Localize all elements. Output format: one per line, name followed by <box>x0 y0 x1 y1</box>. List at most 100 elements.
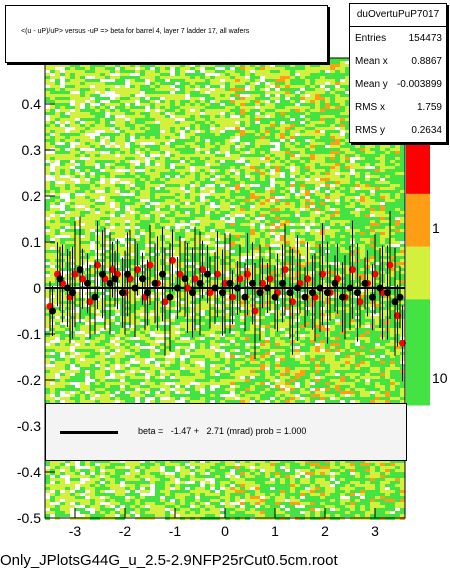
heatmap-cell <box>60 205 65 208</box>
heatmap-cell <box>275 76 280 79</box>
heatmap-cell <box>90 205 95 208</box>
heatmap-cell <box>120 217 125 220</box>
heatmap-cell <box>160 148 165 151</box>
heatmap-cell <box>290 97 295 100</box>
heatmap-cell <box>100 169 105 172</box>
heatmap-cell <box>305 118 310 121</box>
heatmap-cell <box>175 220 180 223</box>
heatmap-cell <box>305 217 310 220</box>
heatmap-cell <box>400 205 405 208</box>
heatmap-cell <box>245 79 250 82</box>
heatmap-cell <box>180 217 185 220</box>
heatmap-cell <box>195 121 200 124</box>
heatmap-cell <box>380 223 385 226</box>
heatmap-cell <box>125 190 130 193</box>
heatmap-cell <box>275 91 280 94</box>
heatmap-cell <box>65 247 70 250</box>
heatmap-cell <box>265 187 270 190</box>
heatmap-cell <box>275 79 280 82</box>
heatmap-cell <box>255 247 260 250</box>
heatmap-cell <box>275 166 280 169</box>
heatmap-cell <box>310 94 315 97</box>
heatmap-cell <box>305 124 310 127</box>
heatmap-cell <box>395 184 400 187</box>
heatmap-cell <box>220 97 225 100</box>
heatmap-cell <box>260 169 265 172</box>
heatmap-cell <box>60 220 65 223</box>
heatmap-cell <box>340 151 345 154</box>
heatmap-cell <box>240 124 245 127</box>
heatmap-cell <box>125 166 130 169</box>
heatmap-cell <box>360 202 365 205</box>
heatmap-cell <box>195 184 200 187</box>
heatmap-cell <box>400 253 405 256</box>
heatmap-cell <box>60 202 65 205</box>
heatmap-cell <box>270 202 275 205</box>
heatmap-cell <box>360 154 365 157</box>
heatmap-cell <box>340 130 345 133</box>
heatmap-cell <box>235 229 240 232</box>
heatmap-cell <box>245 82 250 85</box>
heatmap-cell <box>190 115 195 118</box>
heatmap-cell <box>225 238 230 241</box>
heatmap-cell <box>280 178 285 181</box>
heatmap-cell <box>290 211 295 214</box>
heatmap-cell <box>245 193 250 196</box>
heatmap-cell <box>125 103 130 106</box>
heatmap-cell <box>45 199 50 202</box>
heatmap-cell <box>360 199 365 202</box>
heatmap-cell <box>400 220 405 223</box>
heatmap-cell <box>60 166 65 169</box>
heatmap-cell <box>230 139 235 142</box>
heatmap-cell <box>75 199 80 202</box>
heatmap-cell <box>215 160 220 163</box>
heatmap-cell <box>310 232 315 235</box>
heatmap-cell <box>165 217 170 220</box>
heatmap-cell <box>200 148 205 151</box>
heatmap-cell <box>375 247 380 250</box>
heatmap-cell <box>315 178 320 181</box>
heatmap-cell <box>235 250 240 253</box>
heatmap-cell <box>320 88 325 91</box>
heatmap-cell <box>70 232 75 235</box>
heatmap-cell <box>320 94 325 97</box>
heatmap-cell <box>135 193 140 196</box>
heatmap-cell <box>85 130 90 133</box>
heatmap-cell <box>160 223 165 226</box>
heatmap-cell <box>295 103 300 106</box>
heatmap-cell <box>305 223 310 226</box>
heatmap-cell <box>315 79 320 82</box>
heatmap-cell <box>270 124 275 127</box>
heatmap-cell <box>130 154 135 157</box>
heatmap-cell <box>180 175 185 178</box>
heatmap-cell <box>270 100 275 103</box>
heatmap-cell <box>260 79 265 82</box>
heatmap-cell <box>140 94 145 97</box>
heatmap-cell <box>210 226 215 229</box>
heatmap-cell <box>90 187 95 190</box>
heatmap-cell <box>230 187 235 190</box>
heatmap-cell <box>355 166 360 169</box>
heatmap-cell <box>235 244 240 247</box>
heatmap-cell <box>330 163 335 166</box>
heatmap-cell <box>85 250 90 253</box>
heatmap-cell <box>150 232 155 235</box>
heatmap-cell <box>90 178 95 181</box>
heatmap-cell <box>65 196 70 199</box>
heatmap-cell <box>65 223 70 226</box>
heatmap-cell <box>330 151 335 154</box>
heatmap-cell <box>75 232 80 235</box>
heatmap-cell <box>230 235 235 238</box>
heatmap-cell <box>230 145 235 148</box>
heatmap-cell <box>240 145 245 148</box>
heatmap-cell <box>330 205 335 208</box>
heatmap-cell <box>60 151 65 154</box>
heatmap-cell <box>365 238 370 241</box>
heatmap-cell <box>210 172 215 175</box>
heatmap-cell <box>400 241 405 244</box>
heatmap-cell <box>315 64 320 67</box>
heatmap-cell <box>340 76 345 79</box>
heatmap-cell <box>235 154 240 157</box>
heatmap-cell <box>115 157 120 160</box>
heatmap-cell <box>105 136 110 139</box>
